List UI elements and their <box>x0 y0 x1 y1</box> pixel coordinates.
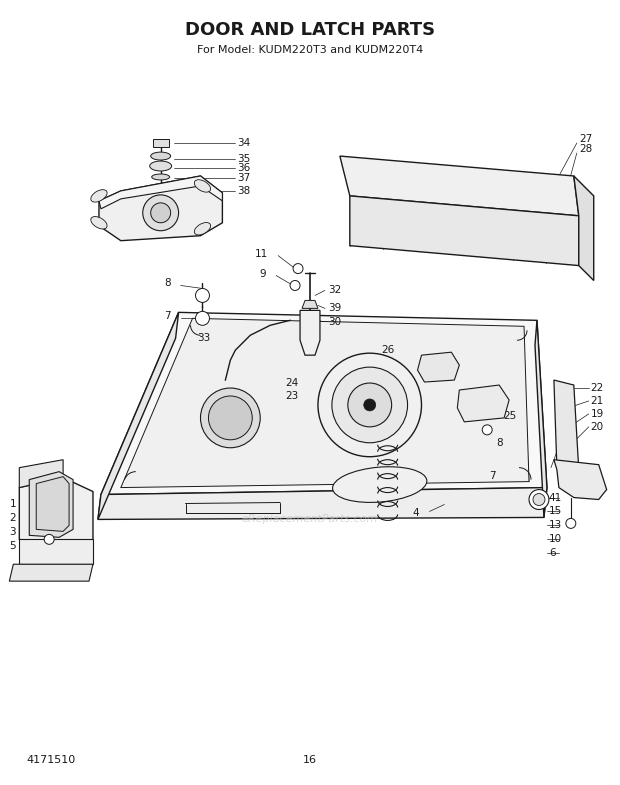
Text: 27: 27 <box>579 134 592 144</box>
Text: 32: 32 <box>328 286 341 295</box>
Polygon shape <box>554 380 579 469</box>
Circle shape <box>566 518 576 528</box>
Text: 4: 4 <box>413 509 420 518</box>
Circle shape <box>195 288 210 302</box>
Polygon shape <box>19 539 93 564</box>
Text: 39: 39 <box>328 303 341 313</box>
Text: 2: 2 <box>9 513 16 524</box>
Ellipse shape <box>151 152 170 160</box>
Circle shape <box>195 312 210 325</box>
Text: 3: 3 <box>9 528 16 538</box>
Polygon shape <box>101 312 547 495</box>
Polygon shape <box>98 312 179 520</box>
Circle shape <box>293 264 303 273</box>
Circle shape <box>151 203 170 223</box>
Polygon shape <box>99 176 223 209</box>
Text: 16: 16 <box>303 755 317 765</box>
Circle shape <box>290 280 300 290</box>
Circle shape <box>482 425 492 435</box>
Circle shape <box>318 353 422 457</box>
Circle shape <box>44 535 54 544</box>
Polygon shape <box>121 319 529 487</box>
Ellipse shape <box>152 174 170 180</box>
Polygon shape <box>417 352 459 382</box>
Polygon shape <box>99 176 223 241</box>
Circle shape <box>348 383 392 427</box>
Circle shape <box>529 490 549 509</box>
Polygon shape <box>554 460 606 499</box>
Polygon shape <box>29 472 73 538</box>
Ellipse shape <box>91 217 107 229</box>
Circle shape <box>200 388 260 447</box>
Circle shape <box>364 399 376 411</box>
Text: 41: 41 <box>549 492 562 502</box>
Polygon shape <box>574 176 594 280</box>
Text: 9: 9 <box>260 268 266 279</box>
Polygon shape <box>458 385 509 422</box>
Polygon shape <box>535 320 547 517</box>
Polygon shape <box>350 196 579 265</box>
Bar <box>153 139 169 147</box>
Polygon shape <box>36 476 69 531</box>
Text: 12: 12 <box>559 445 572 455</box>
Text: 19: 19 <box>591 409 604 419</box>
Text: 1: 1 <box>9 499 16 509</box>
Text: 10: 10 <box>549 535 562 544</box>
Polygon shape <box>302 301 318 309</box>
Text: 6: 6 <box>549 548 556 558</box>
Circle shape <box>208 396 252 440</box>
Text: 35: 35 <box>237 154 250 164</box>
Text: eReplacementParts.com: eReplacementParts.com <box>242 514 378 524</box>
Text: 20: 20 <box>591 422 604 432</box>
Text: 8: 8 <box>164 279 171 289</box>
Text: 25: 25 <box>503 411 516 421</box>
Circle shape <box>143 195 179 231</box>
Ellipse shape <box>91 190 107 202</box>
Text: 7: 7 <box>164 312 171 321</box>
Circle shape <box>332 367 407 443</box>
Text: DOOR AND LATCH PARTS: DOOR AND LATCH PARTS <box>185 20 435 38</box>
Text: 34: 34 <box>237 138 250 148</box>
Text: 8: 8 <box>496 438 503 447</box>
Text: 26: 26 <box>381 345 394 355</box>
Text: 11: 11 <box>255 249 268 258</box>
Ellipse shape <box>332 467 427 502</box>
Text: 28: 28 <box>579 144 592 154</box>
Text: 22: 22 <box>591 383 604 393</box>
Polygon shape <box>9 564 93 581</box>
Text: 15: 15 <box>549 506 562 517</box>
Text: 7: 7 <box>489 471 496 480</box>
Text: 30: 30 <box>328 317 341 327</box>
Text: 38: 38 <box>237 186 250 196</box>
Text: 37: 37 <box>237 173 250 183</box>
Ellipse shape <box>194 222 211 235</box>
Text: 23: 23 <box>285 391 298 401</box>
Text: 24: 24 <box>285 378 298 388</box>
Text: For Model: KUDM220T3 and KUDM220T4: For Model: KUDM220T3 and KUDM220T4 <box>197 45 423 54</box>
Polygon shape <box>98 487 547 520</box>
Text: 33: 33 <box>197 334 210 343</box>
Ellipse shape <box>149 161 172 171</box>
Polygon shape <box>19 477 93 547</box>
Text: 13: 13 <box>549 520 562 531</box>
Polygon shape <box>340 156 579 216</box>
Text: 5: 5 <box>9 542 16 551</box>
Ellipse shape <box>194 180 211 192</box>
Text: 36: 36 <box>237 163 250 173</box>
Text: 4171510: 4171510 <box>26 755 76 765</box>
Circle shape <box>533 494 545 506</box>
Text: 21: 21 <box>591 396 604 406</box>
Polygon shape <box>300 310 320 355</box>
Polygon shape <box>19 460 63 487</box>
